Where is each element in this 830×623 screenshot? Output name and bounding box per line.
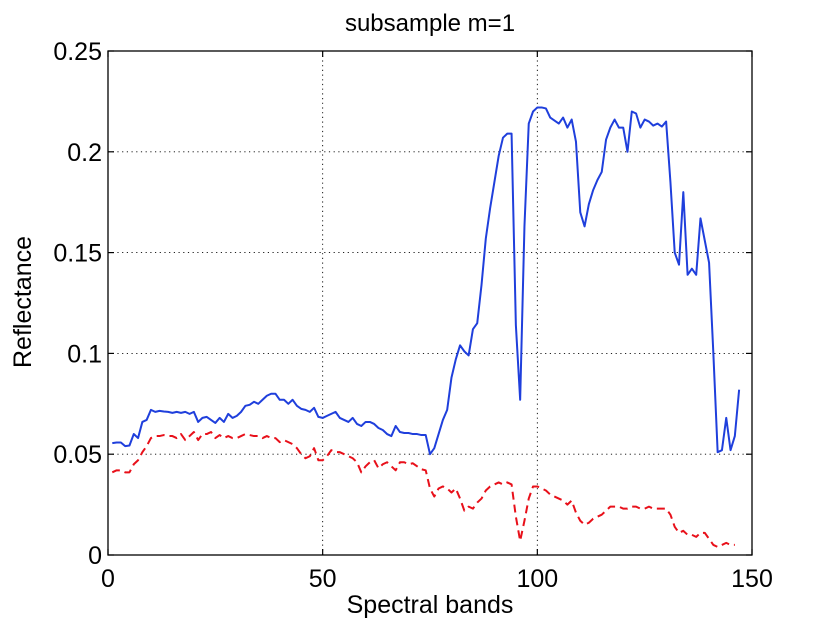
y-tick-label: 0.15 <box>53 240 102 268</box>
x-axis-title: Spectral bands <box>347 591 514 619</box>
chart-title: subsample m=1 <box>345 10 515 37</box>
series-line-solid <box>112 106 741 456</box>
x-tick-label: 150 <box>731 565 773 593</box>
x-tick-label: 100 <box>516 565 558 593</box>
y-tick-label: 0.05 <box>53 441 102 469</box>
axis-ticks: 0 50 100 150 0 0.05 0.1 0.15 0.2 0.25 <box>53 38 773 593</box>
x-tick-label: 0 <box>101 565 115 593</box>
y-tick-label: 0.1 <box>67 340 102 368</box>
y-tick-label: 0 <box>88 542 102 570</box>
y-tick-label: 0.2 <box>67 139 102 167</box>
plot-series <box>111 106 741 548</box>
series-line-dashed <box>111 431 735 548</box>
x-tick-label: 50 <box>309 565 337 593</box>
y-tick-label: 0.25 <box>53 38 102 66</box>
y-axis-title: Reflectance <box>9 236 37 368</box>
plot-area-frame <box>107 50 753 556</box>
grid-lines <box>108 51 752 555</box>
